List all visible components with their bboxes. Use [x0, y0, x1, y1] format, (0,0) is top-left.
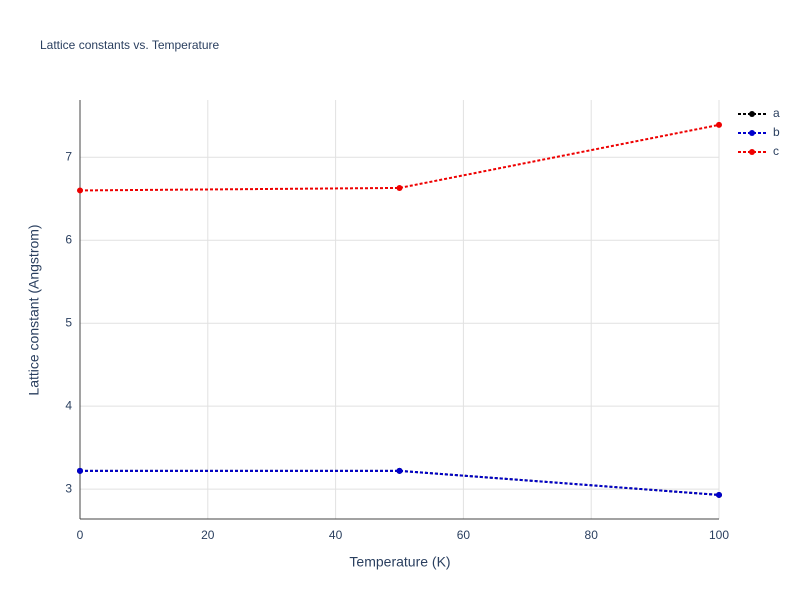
- legend-marker: [749, 130, 755, 136]
- y-tick-label: 3: [65, 481, 72, 495]
- x-tick-label: 60: [457, 528, 471, 542]
- data-point: [396, 184, 403, 191]
- data-point: [716, 491, 722, 498]
- data-point: [77, 467, 83, 474]
- legend-label: c: [773, 144, 779, 158]
- data-point: [716, 121, 722, 128]
- y-tick-label: 6: [65, 232, 72, 246]
- data-point: [77, 187, 83, 194]
- x-tick-label: 100: [709, 528, 729, 542]
- series-line: [80, 469, 720, 496]
- series-line: [79, 123, 720, 192]
- chart-title: Lattice constants vs. Temperature: [40, 38, 220, 52]
- x-axis-title: Temperature (K): [349, 554, 450, 570]
- x-tick-label: 80: [585, 528, 599, 542]
- legend-marker: [749, 111, 755, 117]
- legend-marker: [749, 149, 755, 155]
- y-tick-label: 5: [65, 315, 72, 329]
- x-tick-label: 20: [201, 528, 215, 542]
- y-tick-label: 7: [65, 149, 72, 163]
- y-axis-title: Lattice constant (Angstrom): [26, 224, 42, 395]
- series-line: [80, 469, 720, 496]
- legend-label: b: [773, 125, 780, 139]
- legend-label: a: [773, 106, 780, 120]
- x-tick-label: 0: [77, 528, 84, 542]
- data-point: [396, 467, 403, 474]
- y-tick-label: 4: [65, 398, 72, 412]
- x-tick-label: 40: [329, 528, 343, 542]
